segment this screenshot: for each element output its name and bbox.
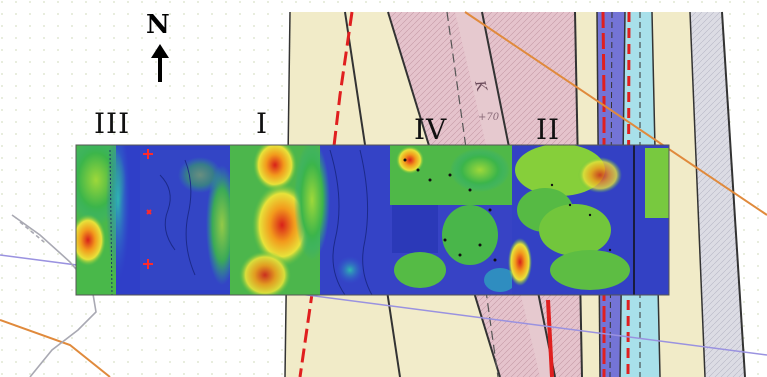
road-line xyxy=(11,214,97,377)
sample-dots xyxy=(403,158,497,262)
heatmap-panel-i xyxy=(230,145,390,295)
heatmap-panel-iv xyxy=(390,145,516,295)
panel-label-ii: II xyxy=(536,113,561,146)
red-marker-crosses xyxy=(143,149,153,269)
north-label: N xyxy=(146,10,170,40)
panels-frame xyxy=(75,144,670,296)
contour-lines xyxy=(0,11,767,377)
faint-annotation: +70 xyxy=(478,112,500,123)
geophysical-panels xyxy=(76,145,669,295)
panel-label-i: I xyxy=(256,107,269,140)
heatmap-panel-iii xyxy=(76,145,238,295)
heatmap-panel-ii xyxy=(508,145,669,295)
panel-label-iv: IV xyxy=(414,113,448,146)
north-arrow-icon xyxy=(151,44,169,82)
panel-label-iii: III xyxy=(94,107,131,140)
